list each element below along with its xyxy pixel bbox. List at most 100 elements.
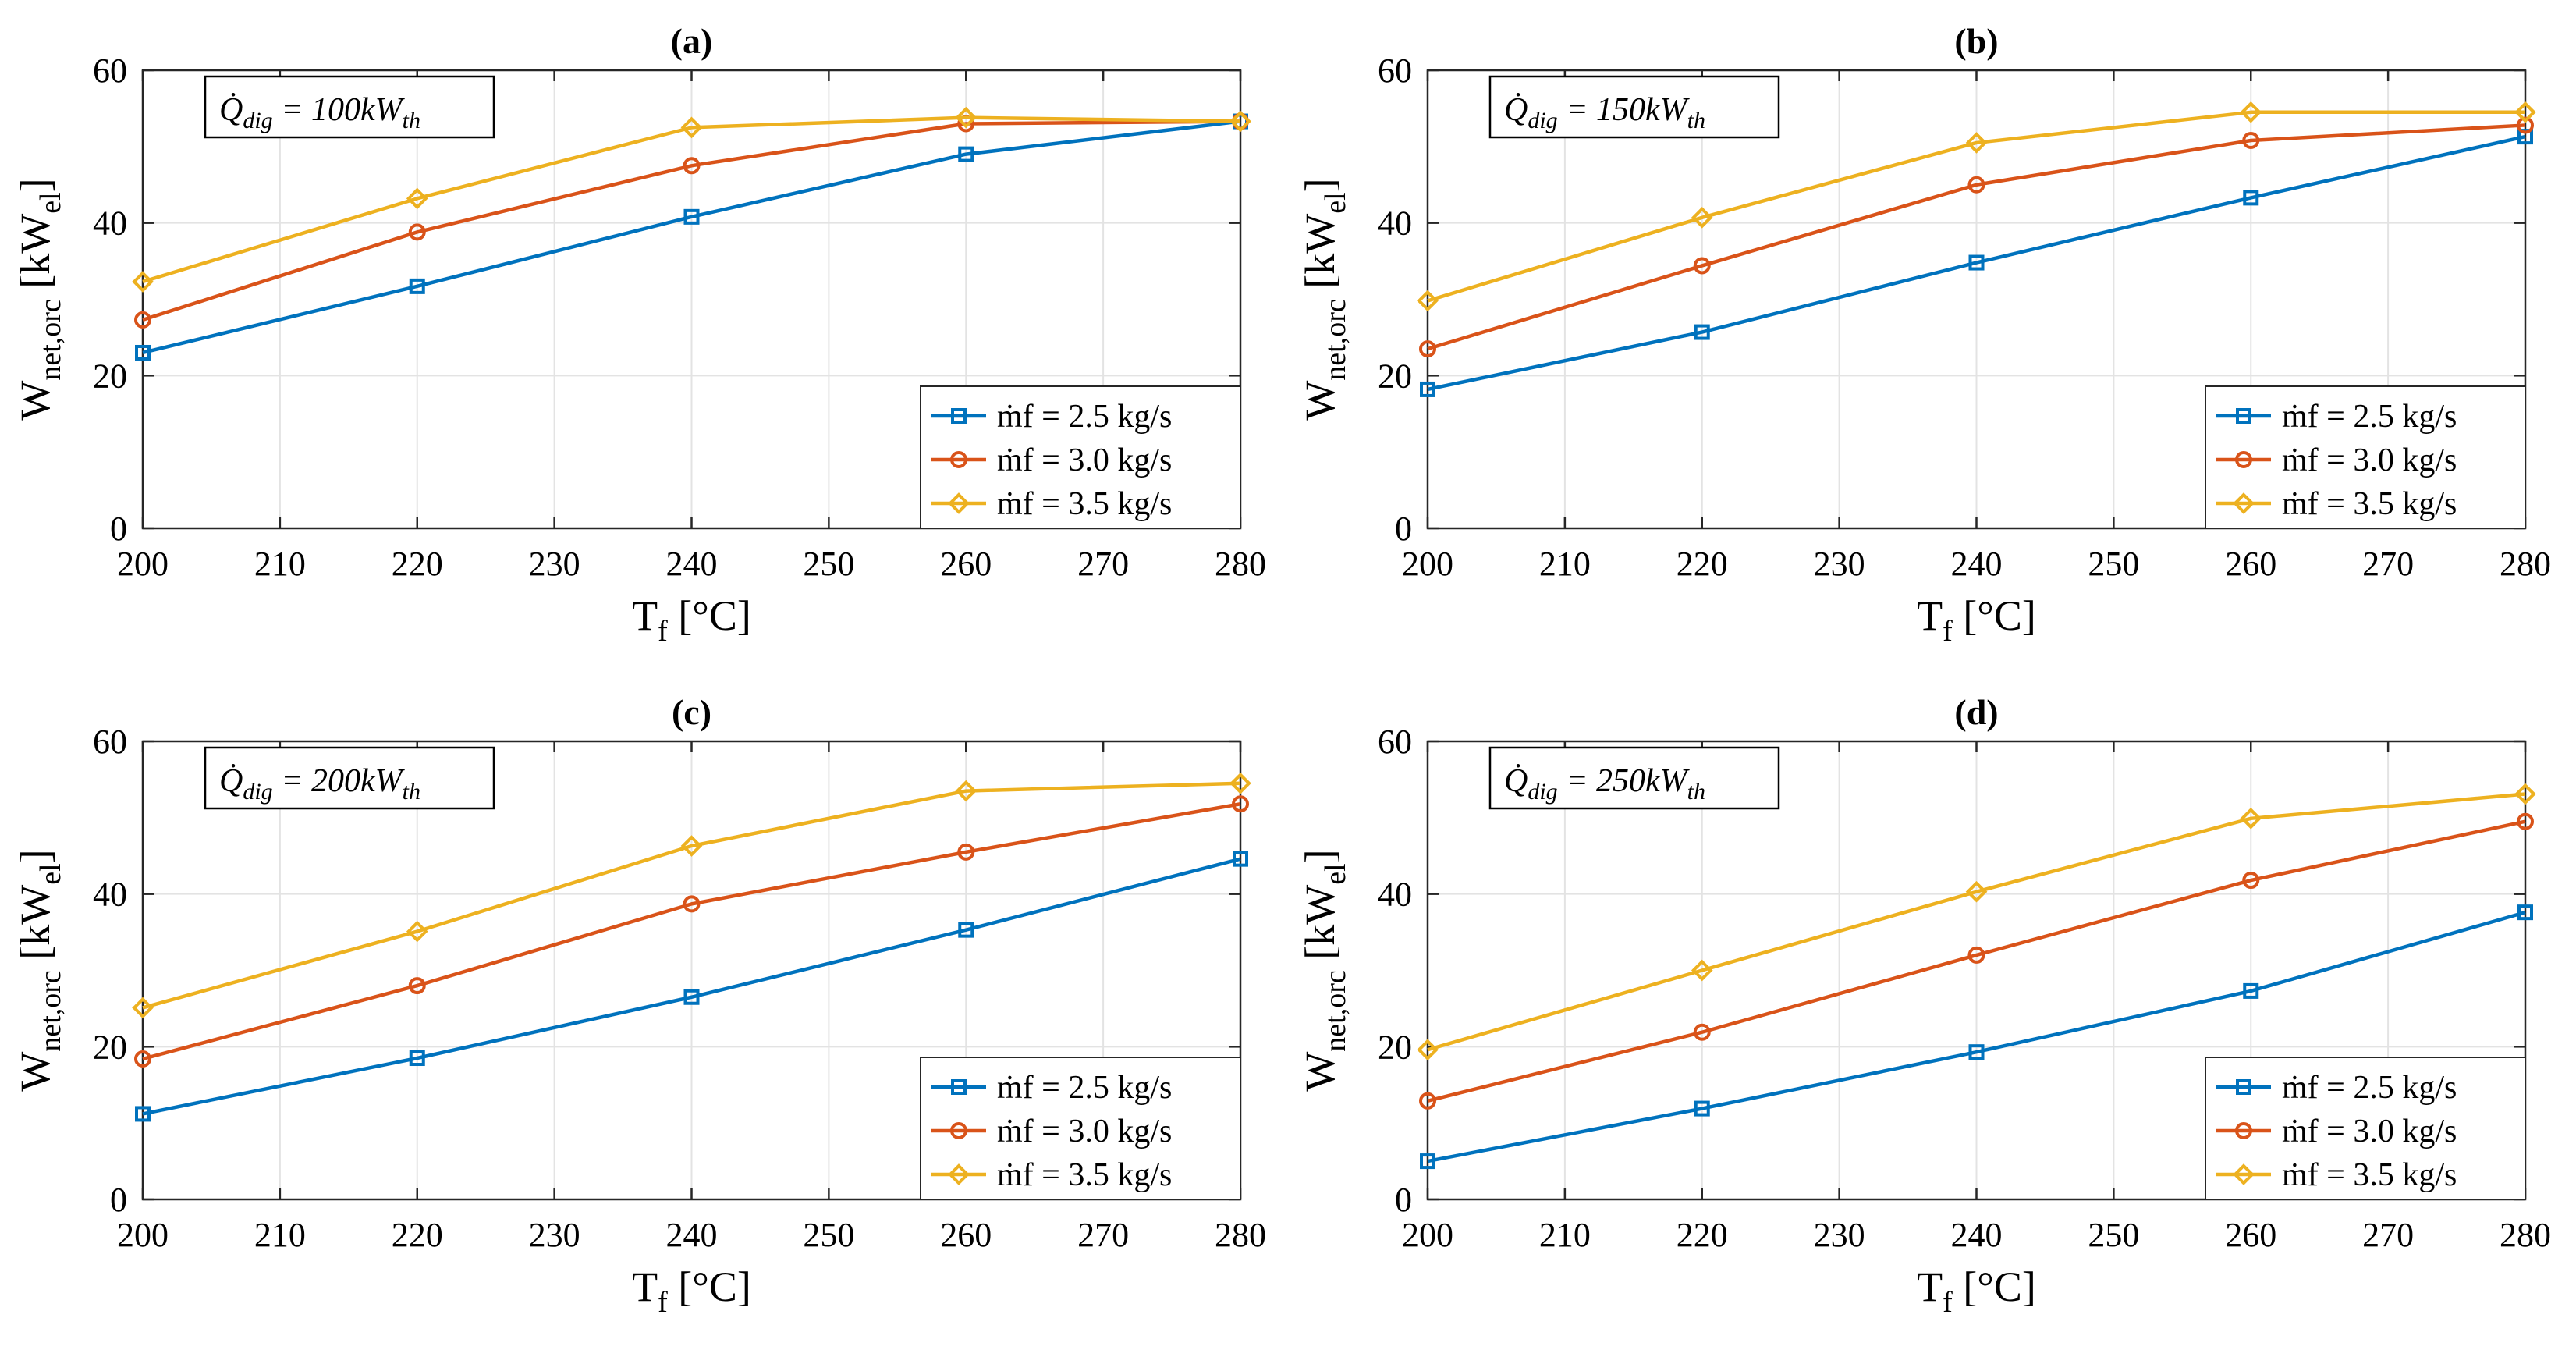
data-point <box>2517 812 2534 830</box>
series-d-2 <box>1419 812 2534 1110</box>
x-axis-label: Tf [°C] <box>1917 1263 2036 1319</box>
data-point <box>1232 795 1249 813</box>
data-point <box>409 278 425 294</box>
x-tick-label: 220 <box>392 1216 443 1254</box>
y-tick-label: 60 <box>93 52 127 90</box>
y-tick-label: 0 <box>1395 510 1412 548</box>
legend-item: ṁf = 3.0 kg/s <box>2216 442 2457 478</box>
legend-item: ṁf = 3.5 kg/s <box>2216 1157 2457 1193</box>
x-tick-label: 270 <box>1077 1216 1129 1254</box>
data-point <box>957 843 975 861</box>
series-d-1 <box>1420 904 2533 1170</box>
legend-label: ṁf = 3.5 kg/s <box>997 486 1172 522</box>
data-point <box>1693 257 1711 275</box>
y-axis-label: Wnet,orc [kWel] <box>1297 849 1352 1091</box>
x-axis-label: Tf [°C] <box>632 592 751 648</box>
y-tick-label: 20 <box>93 1028 127 1066</box>
data-point <box>955 106 978 129</box>
legend-marker <box>951 408 967 424</box>
data-point <box>683 895 701 913</box>
data-point <box>1691 206 1713 229</box>
data-point <box>2243 190 2259 206</box>
x-tick-label: 220 <box>1677 1216 1728 1254</box>
y-axis-label: Wnet,orc [kWel] <box>1297 178 1352 420</box>
data-point <box>958 146 974 162</box>
legend-marker <box>948 1163 970 1185</box>
data-point <box>409 1050 425 1067</box>
legend-label: ṁf = 3.0 kg/s <box>2282 1114 2457 1149</box>
x-tick-label: 220 <box>392 545 443 583</box>
data-point <box>2242 872 2260 890</box>
x-tick-label: 240 <box>666 1216 718 1254</box>
chart-panel-a: 200 210 220 230 240 250 260 270 280 0 20 40 60 (a) Tf … <box>12 21 1266 648</box>
data-point <box>1694 324 1710 340</box>
x-tick-label: 220 <box>1677 545 1728 583</box>
x-tick-label: 250 <box>2088 545 2139 583</box>
data-point <box>1420 381 1435 397</box>
legend-label: ṁf = 2.5 kg/s <box>2282 1070 2457 1106</box>
y-tick-label: 20 <box>1378 357 1412 395</box>
series-b-3 <box>1417 101 2536 312</box>
data-point <box>1968 1044 1985 1060</box>
data-point <box>1968 254 1985 271</box>
legend-marker <box>948 492 970 514</box>
x-axis-label: Tf [°C] <box>1917 592 2036 648</box>
legend-marker <box>950 1122 967 1139</box>
x-tick-label: 200 <box>117 1216 169 1254</box>
x-tick-label: 230 <box>529 1216 580 1254</box>
legend-label: ṁf = 3.5 kg/s <box>997 1157 1172 1193</box>
series-line <box>1427 123 2526 351</box>
x-tick-label: 250 <box>2088 1216 2139 1254</box>
data-point <box>1965 880 1988 903</box>
annotation-box: Q̇dig = 100kWth <box>204 75 495 139</box>
legend-label: ṁf = 3.0 kg/s <box>997 442 1172 478</box>
legend: ṁf = 2.5 kg/s ṁf = 3.0 kg/s ṁf = 3.5 kg/s <box>920 1057 1241 1200</box>
data-point <box>2240 807 2262 830</box>
annotation-frame <box>1488 746 1780 810</box>
annotation-frame <box>204 746 495 810</box>
y-tick-label: 60 <box>1378 52 1412 90</box>
legend-item: ṁf = 3.0 kg/s <box>931 1114 1172 1149</box>
x-tick-label: 240 <box>1951 545 2003 583</box>
x-tick-label: 200 <box>117 545 169 583</box>
legend-marker <box>2236 408 2251 424</box>
series-line <box>142 857 1241 1116</box>
series-line <box>142 119 1241 322</box>
series-b-1 <box>1420 129 2533 397</box>
x-tick-label: 260 <box>940 1216 992 1254</box>
x-tick-label: 250 <box>803 1216 854 1254</box>
legend-item: ṁf = 3.0 kg/s <box>931 442 1172 478</box>
data-point <box>958 922 974 938</box>
series-line <box>1427 792 2526 1052</box>
x-tick-label: 270 <box>1077 545 1129 583</box>
data-point <box>1229 110 1251 133</box>
legend-marker <box>2233 492 2255 514</box>
data-point <box>680 835 703 857</box>
data-point <box>2514 783 2536 805</box>
legend-marker <box>2235 451 2252 468</box>
legend-marker <box>2233 1163 2255 1185</box>
x-tick-label: 260 <box>2225 1216 2276 1254</box>
series-line <box>142 115 1241 284</box>
data-point <box>680 116 703 139</box>
legend-item: ṁf = 2.5 kg/s <box>2216 399 2457 435</box>
data-point <box>2517 116 2534 134</box>
data-point <box>406 920 428 943</box>
data-point <box>2242 132 2260 150</box>
legend-label: ṁf = 2.5 kg/s <box>997 399 1172 435</box>
x-tick-label: 280 <box>1215 1216 1266 1254</box>
data-point <box>1967 176 1985 194</box>
data-point <box>1691 959 1713 982</box>
x-tick-label: 240 <box>666 545 718 583</box>
y-tick-label: 0 <box>110 510 127 548</box>
chart-title: (b) <box>1954 21 1998 61</box>
y-tick-label: 20 <box>1378 1028 1412 1066</box>
y-tick-label: 40 <box>93 204 127 243</box>
legend-label: ṁf = 3.0 kg/s <box>2282 442 2457 478</box>
data-point <box>2240 101 2262 123</box>
chart-panel-b: 200 210 220 230 240 250 260 270 280 0 20 40 60 (b) Tf … <box>1297 21 2551 648</box>
annotation-box: Q̇dig = 250kWth <box>1488 746 1780 810</box>
annotation-text: Q̇dig = 200kWth <box>219 763 420 805</box>
